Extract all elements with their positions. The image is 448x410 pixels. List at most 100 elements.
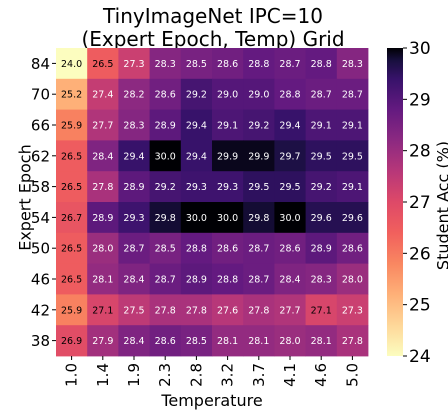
x-tick-label: 4.1	[281, 363, 299, 387]
cell-value-label: 24.0	[61, 59, 82, 70]
heatmap-cell	[180, 48, 213, 80]
cell-value-label: 28.4	[279, 275, 300, 286]
heatmap-cell	[336, 78, 369, 110]
heatmap-cell	[118, 48, 150, 80]
heatmap-cell	[180, 109, 213, 141]
cell-value-label: 28.8	[248, 59, 269, 70]
heatmap-cell	[212, 202, 244, 234]
cell-value-label: 28.7	[279, 59, 300, 70]
heatmap-cell	[336, 263, 369, 295]
heatmap-cell	[305, 140, 338, 172]
y-tick-label: 46	[31, 271, 50, 289]
cell-value-label: 28.3	[123, 121, 144, 132]
cell-value-label: 28.9	[155, 121, 176, 132]
heatmap-cell	[336, 325, 369, 357]
cell-value-label: 29.8	[248, 213, 269, 224]
cell-value-label: 26.9	[61, 336, 82, 347]
heatmap-cell	[274, 109, 306, 141]
cell-value-label: 28.9	[186, 275, 207, 286]
cell-value-label: 30.0	[155, 151, 176, 162]
cell-value-label: 29.5	[342, 151, 363, 162]
heatmap-cell	[149, 325, 182, 357]
cell-value-label: 28.1	[311, 336, 332, 347]
heatmap-cell	[149, 263, 182, 295]
heatmap-cell	[212, 294, 244, 326]
y-tick-label: 54	[31, 209, 50, 227]
heatmap-cell	[243, 140, 275, 172]
cell-value-label: 28.8	[186, 244, 207, 255]
cell-value-label: 29.6	[342, 213, 363, 224]
heatmap-cell	[180, 325, 213, 357]
colorbar-tick-label: 26	[409, 244, 431, 264]
heatmap-cell	[305, 325, 338, 357]
cell-value-label: 28.0	[92, 244, 113, 255]
cell-value-label: 28.1	[248, 336, 269, 347]
heatmap-cell	[118, 202, 150, 234]
heatmap-cell	[56, 294, 88, 326]
heatmap-cell	[274, 325, 306, 357]
cell-value-label: 28.7	[248, 244, 269, 255]
cell-value-label: 29.5	[279, 182, 300, 193]
heatmap-cell	[212, 263, 244, 295]
cell-value-label: 29.0	[248, 90, 269, 101]
cell-value-label: 28.0	[279, 336, 300, 347]
heatmap-cell	[180, 263, 213, 295]
colorbar-tick-label: 27	[409, 193, 431, 213]
cell-value-label: 27.4	[92, 90, 113, 101]
cell-value-label: 27.9	[92, 336, 113, 347]
heatmap-cell	[56, 140, 88, 172]
x-tick-label: 2.8	[187, 363, 205, 387]
cell-value-label: 29.4	[186, 151, 207, 162]
cell-value-label: 27.8	[186, 305, 207, 316]
heatmap-cell	[56, 78, 88, 110]
cell-value-label: 29.4	[186, 121, 207, 132]
heatmap-cell	[336, 48, 369, 80]
heatmap-cell	[87, 294, 119, 326]
cell-value-label: 29.1	[342, 121, 363, 132]
heatmap-cell	[149, 48, 182, 80]
cell-value-label: 28.6	[217, 59, 238, 70]
heatmap-cell	[87, 202, 119, 234]
cell-value-label: 28.4	[123, 275, 144, 286]
cell-value-label: 29.3	[217, 182, 238, 193]
cell-value-label: 28.8	[217, 275, 238, 286]
cell-value-label: 27.7	[92, 121, 113, 132]
cell-value-label: 29.5	[248, 182, 269, 193]
y-tick-label: 42	[31, 301, 50, 319]
heatmap-cell	[243, 109, 275, 141]
cell-value-label: 29.1	[311, 121, 332, 132]
cell-value-label: 28.7	[342, 90, 363, 101]
chart-title-line-1: TinyImageNet IPC=10	[103, 4, 323, 28]
cell-value-label: 26.5	[92, 59, 113, 70]
heatmap-cell	[56, 48, 88, 80]
colorbar	[387, 48, 403, 356]
colorbar-tick-label: 25	[409, 296, 431, 316]
heatmap-cell	[305, 232, 338, 264]
heatmap-cell	[243, 232, 275, 264]
heatmap-cell	[118, 140, 150, 172]
heatmap-cell	[118, 294, 150, 326]
cell-value-label: 28.8	[279, 90, 300, 101]
cell-value-label: 29.9	[248, 151, 269, 162]
cell-value-label: 29.1	[342, 182, 363, 193]
cell-value-label: 29.2	[248, 121, 269, 132]
heatmap-cell	[274, 140, 306, 172]
heatmap-cell	[274, 294, 306, 326]
heatmap-cell	[274, 232, 306, 264]
cell-value-label: 28.7	[123, 244, 144, 255]
cell-value-label: 28.1	[92, 275, 113, 286]
cell-value-label: 28.6	[279, 244, 300, 255]
cell-value-label: 26.5	[61, 275, 82, 286]
cell-value-label: 27.8	[92, 182, 113, 193]
cell-value-label: 28.1	[217, 336, 238, 347]
heatmap-cell	[305, 171, 338, 203]
cell-value-label: 29.7	[279, 151, 300, 162]
heatmap-cell	[243, 171, 275, 203]
heatmap-cell	[87, 263, 119, 295]
heatmap-cell	[336, 294, 369, 326]
heatmap-cell	[212, 78, 244, 110]
cell-value-label: 27.5	[123, 305, 144, 316]
heatmap-cell	[305, 48, 338, 80]
heatmap-cell	[56, 109, 88, 141]
cell-value-label: 27.1	[311, 305, 332, 316]
